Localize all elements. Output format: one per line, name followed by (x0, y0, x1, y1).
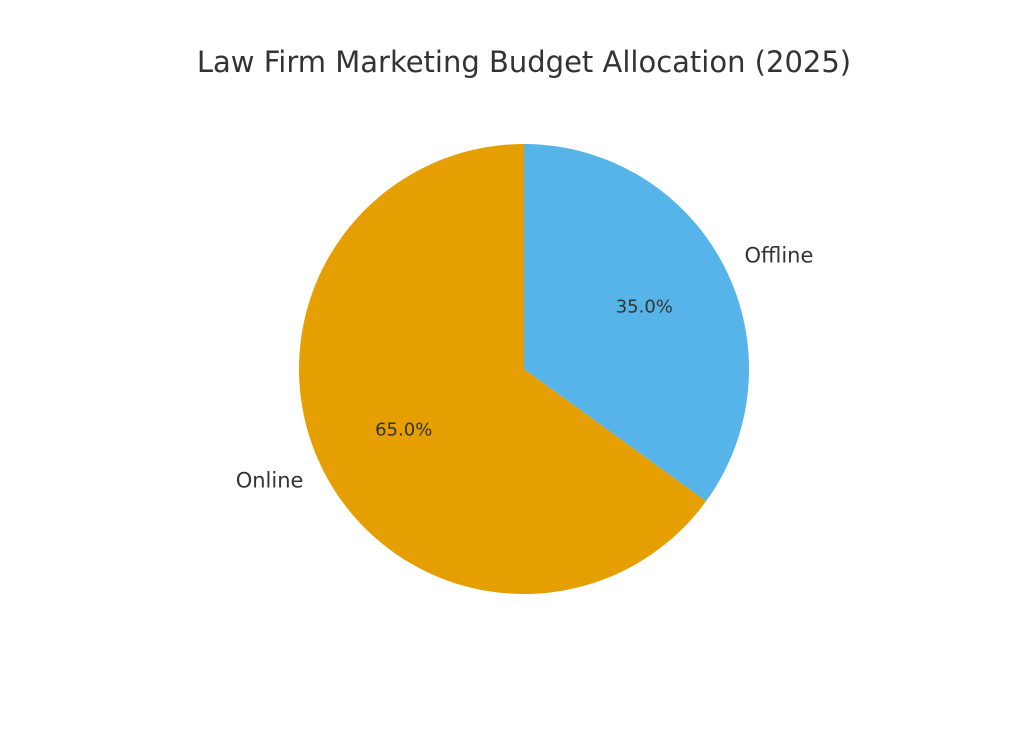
value-label: 65.0% (375, 419, 432, 440)
pie-slice (299, 144, 707, 595)
slice-label: Online (236, 468, 304, 492)
slice-label: Offline (745, 244, 814, 268)
value-label: 35.0% (616, 297, 673, 318)
chart-title: Law Firm Marketing Budget Allocation (20… (197, 45, 851, 79)
pie-slice (524, 144, 749, 502)
